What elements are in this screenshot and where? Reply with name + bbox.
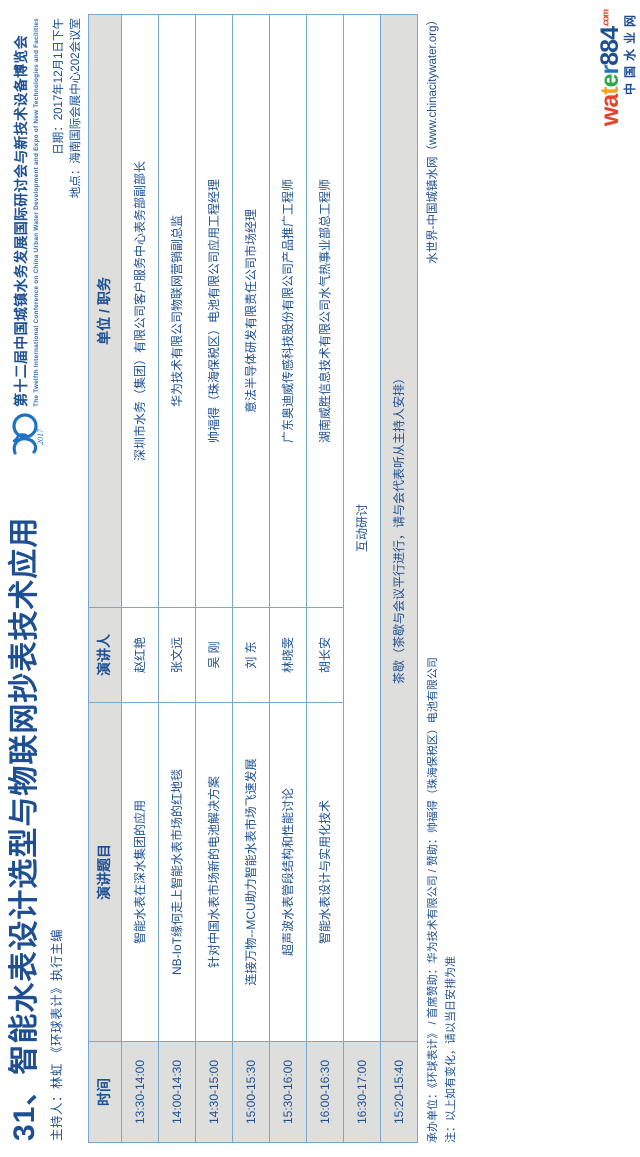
cell-time: 15:20-15:40 (380, 1041, 418, 1143)
cell-org: 广东奥迪威传感科技股份有限公司产品推广工程师 (269, 14, 307, 608)
cell-time: 13:30-14:00 (121, 1041, 159, 1143)
cell-tea-break: 茶歇（茶歇与会议平行进行，请与会代表听从主持人安排） (380, 14, 418, 1042)
table-row: 14:00-14:30 NB-IoT缘何走上智能水表市场的红地毯 张文远 华为技术有限… (158, 14, 196, 1143)
cell-speaker: 胡长安 (306, 607, 344, 703)
cell-topic: 连接万物--MCU助力智能水表市场飞速发展 (232, 702, 270, 1042)
watermark-number: 884 (596, 27, 624, 66)
watermark-wa: wa (596, 94, 624, 127)
conference-branding: 2017 第十二届中国城镇水务发展国际研讨会与新技术设备博览会 The Twel… (10, 18, 44, 459)
cell-time: 14:00-14:30 (158, 1041, 196, 1143)
cell-time: 15:30-16:00 (269, 1041, 307, 1143)
table-row: 15:30-16:00 超声波水表管段结构和性能讨论 林晓雯 广东奥迪威传感科技股份有… (269, 14, 307, 1143)
table-row: 15:00-15:30 连接万物--MCU助力智能水表市场飞速发展刘 东意法半导体… (232, 14, 270, 1143)
table-row: 15:20-15:40 茶歇（茶歇与会议平行进行，请与会代表听从主持人安排） (380, 14, 418, 1143)
cell-org: 湖南威胜信息技术有限公司水气热事业部总工程师 (306, 14, 344, 608)
footer-organizers: 承办单位：《环球表计》 / 首席赞助：华为技术有限公司 / 赞助：帅福得（珠海保… (427, 657, 439, 1143)
cell-org: 帅福得（珠海保税区）电池有限公司应用工程经理 (195, 14, 233, 608)
cell-org: 意法半导体研发有限责任公司市场经理 (232, 14, 270, 608)
cell-topic: 针对中国水表市场新的电池解决方案 (195, 702, 233, 1042)
conference-location: 地点：海南国际会展中心202会议室 (69, 18, 82, 199)
cell-topic: 智能水表在深水集团的应用 (121, 702, 159, 1042)
water-drop-logo-icon: 2017 (10, 413, 44, 459)
cell-time: 16:30-17:00 (343, 1041, 381, 1143)
column-header-org: 单位 / 职务 (88, 14, 122, 608)
cell-speaker: 吴 刚 (195, 607, 233, 703)
cell-time: 16:00-16:30 (306, 1041, 344, 1143)
column-header-speaker: 演讲人 (88, 607, 122, 703)
svg-text:2017: 2017 (36, 428, 44, 445)
column-header-topic: 演讲题目 (88, 702, 122, 1042)
conference-title-cn: 第十二届中国城镇水务发展国际研讨会与新技术设备博览会 (13, 35, 29, 407)
cell-speaker: 林晓雯 (269, 607, 307, 703)
conference-names: 第十二届中国城镇水务发展国际研讨会与新技术设备博览会 The Twelfth I… (10, 18, 40, 407)
agenda-table-head: 时间 演讲题目 演讲人 单位 / 职务 (88, 14, 122, 1143)
footer-note: 注：以上如有变化，请以当日安排为准 (445, 956, 457, 1143)
watermark: water884.com 中国水业网 (596, 10, 637, 127)
cell-speaker: 赵红艳 (121, 607, 159, 703)
column-header-time: 时间 (88, 1041, 122, 1143)
host-line: 主持人：林虹 《环球表计》执行主编 (49, 929, 64, 1141)
cell-topic: NB-IoT缘何走上智能水表市场的红地毯 (158, 702, 196, 1042)
cell-speaker: 刘 东 (232, 607, 270, 703)
watermark-r: r (596, 65, 624, 75)
agenda-table: 时间 演讲题目 演讲人 单位 / 职务 13:30-14:00 智能水表在深水集团… (88, 14, 418, 1143)
watermark-cn: 中国水业网 (623, 10, 637, 96)
table-row: 14:30-15:00 针对中国水表市场新的电池解决方案吴 刚帅福得（珠海保税区）… (195, 14, 233, 1143)
footer-primary-row: 承办单位：《环球表计》 / 首席赞助：华为技术有限公司 / 赞助：帅福得（珠海保… (424, 14, 440, 1143)
agenda-table-body: 13:30-14:00 智能水表在深水集团的应用 赵红艳 深圳市水务（集团）有限公司客… (121, 14, 418, 1143)
table-row: 16:30-17:00 互动研讨 (343, 14, 381, 1143)
cell-speaker: 张文远 (158, 607, 196, 703)
cell-time: 15:00-15:30 (232, 1041, 270, 1143)
cell-time: 14:30-15:00 (195, 1041, 233, 1143)
watermark-brand: water884.com (596, 10, 624, 127)
cell-org: 华为技术有限公司物联网营销副总监 (158, 14, 196, 608)
table-header-row: 时间 演讲题目 演讲人 单位 / 职务 (88, 14, 122, 1143)
watermark-e: e (596, 74, 624, 88)
footer-site: 水世界-中国城镇水网（www.chinacitywater.org） (427, 14, 439, 264)
conference-meta: 日期：2017年12月1日下午 地点：海南国际会展中心202会议室 (51, 18, 84, 198)
title-block: 31、智能水表设计选型与物联网抄表技术应用 主持人：林虹 《环球表计》执行主编 (8, 516, 65, 1143)
cell-org: 深圳市水务（集团）有限公司客户服务中心表务部副部长 (121, 14, 159, 608)
poster-header: 31、智能水表设计选型与物联网抄表技术应用 主持人：林虹 《环球表计》执行主编 … (8, 14, 84, 1143)
watermark-dotcom: .com (600, 10, 611, 28)
cell-topic: 智能水表设计与实用化技术 (306, 702, 344, 1042)
table-row: 13:30-14:00 智能水表在深水集团的应用 赵红艳 深圳市水务（集团）有限公司客… (121, 14, 159, 1143)
poster-footer: 承办单位：《环球表计》 / 首席赞助：华为技术有限公司 / 赞助：帅福得（珠海保… (424, 14, 458, 1143)
page-title: 31、智能水表设计选型与物联网抄表技术应用 (8, 516, 41, 1141)
conference-title-en: The Twelfth International Conference on … (33, 18, 40, 407)
cell-merged-topic: 互动研讨 (343, 14, 381, 1042)
cell-topic: 超声波水表管段结构和性能讨论 (269, 702, 307, 1042)
table-row: 16:00-16:30 智能水表设计与实用化技术 胡长安 湖南威胜信息技术有限公司水气… (306, 14, 344, 1143)
conference-block: 2017 第十二届中国城镇水务发展国际研讨会与新技术设备博览会 The Twel… (10, 14, 84, 459)
watermark-t: t (596, 87, 624, 95)
conference-date: 日期：2017年12月1日下午 (53, 18, 65, 155)
